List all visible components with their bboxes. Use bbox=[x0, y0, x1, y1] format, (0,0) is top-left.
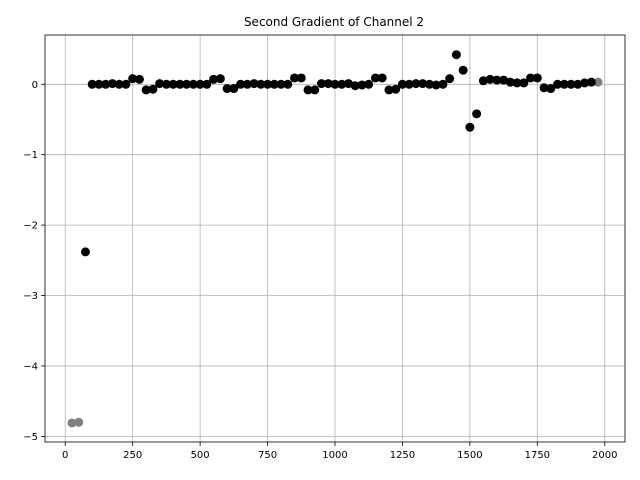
data-point bbox=[128, 74, 138, 84]
x-tick-label: 1250 bbox=[390, 450, 415, 461]
data-point bbox=[586, 77, 596, 87]
data-point bbox=[182, 79, 192, 89]
data-point bbox=[215, 74, 225, 84]
data-point bbox=[451, 50, 461, 60]
data-point bbox=[74, 417, 84, 427]
data-point bbox=[134, 74, 144, 84]
x-tick-label: 0 bbox=[62, 450, 68, 461]
y-tick-label: −2 bbox=[23, 221, 38, 232]
x-tick-label: 250 bbox=[123, 450, 142, 461]
data-point bbox=[202, 79, 212, 89]
data-point bbox=[330, 79, 340, 89]
data-point bbox=[303, 85, 313, 95]
data-point bbox=[424, 79, 434, 89]
data-point bbox=[161, 79, 171, 89]
data-point bbox=[195, 79, 205, 89]
x-tick-label: 2000 bbox=[592, 450, 617, 461]
data-point bbox=[370, 73, 380, 83]
data-point bbox=[397, 79, 407, 89]
y-tick-label: −1 bbox=[23, 150, 38, 161]
data-point bbox=[242, 79, 252, 89]
data-point bbox=[404, 79, 414, 89]
data-point bbox=[391, 84, 401, 94]
data-point bbox=[121, 79, 131, 89]
data-point bbox=[492, 75, 502, 85]
data-point bbox=[209, 74, 219, 84]
data-point bbox=[101, 79, 111, 89]
data-point bbox=[526, 73, 536, 83]
data-point bbox=[445, 74, 455, 84]
data-point bbox=[168, 79, 178, 89]
data-point bbox=[418, 79, 428, 89]
data-point bbox=[411, 79, 421, 89]
x-tick-label: 1750 bbox=[525, 450, 550, 461]
data-point bbox=[317, 79, 327, 89]
data-point bbox=[458, 65, 468, 75]
chart-title: Second Gradient of Channel 2 bbox=[244, 15, 424, 29]
data-point bbox=[148, 84, 158, 94]
data-point bbox=[478, 76, 488, 86]
data-point bbox=[539, 83, 549, 93]
data-point bbox=[553, 79, 563, 89]
x-tick-label: 500 bbox=[191, 450, 210, 461]
data-point bbox=[519, 78, 529, 88]
y-axis-ticks: 0 −1 −2 −3 −4 −5 bbox=[23, 80, 45, 443]
data-point bbox=[80, 247, 90, 257]
data-point bbox=[472, 109, 482, 119]
data-point bbox=[566, 79, 576, 89]
data-point bbox=[114, 79, 124, 89]
data-point bbox=[310, 85, 320, 95]
data-point bbox=[580, 78, 590, 88]
data-point bbox=[256, 79, 266, 89]
data-point bbox=[141, 85, 151, 95]
data-point bbox=[236, 79, 246, 89]
data-point bbox=[269, 79, 279, 89]
x-tick-label: 1500 bbox=[457, 450, 482, 461]
data-point bbox=[546, 84, 556, 94]
data-point bbox=[249, 79, 259, 89]
data-point bbox=[188, 79, 198, 89]
y-tick-label: 0 bbox=[32, 80, 38, 91]
data-point bbox=[107, 79, 117, 89]
data-point bbox=[377, 73, 387, 83]
data-points bbox=[67, 50, 603, 428]
y-tick-label: −4 bbox=[23, 361, 38, 372]
data-point bbox=[593, 77, 603, 87]
data-point bbox=[175, 79, 185, 89]
data-point bbox=[350, 81, 360, 91]
data-point bbox=[87, 79, 97, 89]
data-point bbox=[290, 73, 300, 83]
x-tick-label: 1000 bbox=[322, 450, 347, 461]
data-point bbox=[276, 79, 286, 89]
grid-lines bbox=[45, 35, 625, 442]
data-point bbox=[559, 79, 569, 89]
data-point bbox=[337, 79, 347, 89]
data-point bbox=[357, 80, 367, 90]
data-point bbox=[229, 84, 239, 94]
data-point bbox=[222, 84, 232, 94]
data-point bbox=[94, 79, 104, 89]
y-tick-label: −5 bbox=[23, 432, 38, 443]
data-point bbox=[505, 77, 515, 87]
data-point bbox=[283, 79, 293, 89]
data-point bbox=[323, 79, 333, 89]
data-point bbox=[485, 74, 495, 84]
data-point bbox=[573, 79, 583, 89]
x-axis-ticks: 0 250 500 750 1000 1250 1500 1750 2000 bbox=[62, 442, 617, 461]
data-point bbox=[431, 80, 441, 90]
data-point bbox=[512, 78, 522, 88]
data-point bbox=[67, 418, 77, 428]
data-point bbox=[438, 79, 448, 89]
data-point bbox=[465, 122, 475, 132]
data-point bbox=[364, 79, 374, 89]
data-point bbox=[532, 73, 542, 83]
data-point bbox=[384, 85, 394, 95]
data-point bbox=[296, 73, 306, 83]
y-tick-label: −3 bbox=[23, 291, 38, 302]
x-tick-label: 750 bbox=[258, 450, 277, 461]
data-point bbox=[263, 79, 273, 89]
data-point bbox=[155, 79, 165, 89]
